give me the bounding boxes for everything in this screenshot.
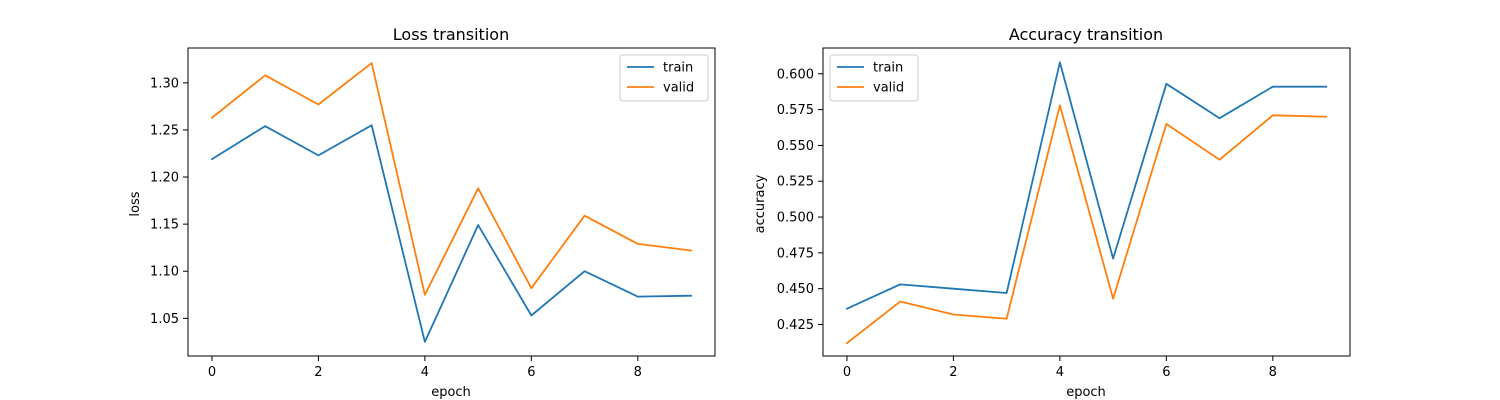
loss-chart-ytick-label: 1.20 [150,171,179,186]
accuracy-chart-ytick-label: 0.500 [777,211,814,226]
loss-chart-ytick-label: 1.10 [150,265,179,280]
accuracy-chart-xtick-label: 8 [1269,365,1277,380]
accuracy-chart-xtick-label: 2 [949,365,957,380]
loss-chart-series-valid [210,62,693,296]
accuracy-chart-xtick-label: 4 [1056,365,1064,380]
loss-chart-xtick-label: 8 [634,365,642,380]
loss-chart-xtick-label: 4 [421,365,429,380]
loss-chart-legend-label-train: train [663,61,693,76]
accuracy-chart-xlabel: epoch [1066,385,1106,400]
accuracy-chart-legend-label-train: train [873,61,903,76]
loss-chart-ytick-label: 1.25 [150,123,179,138]
loss-chart-ylabel: loss [128,191,143,216]
loss-chart-xlabel: epoch [431,385,471,400]
loss-chart-legend: train valid [619,54,709,102]
loss-chart-legend-label-valid: valid [663,81,694,96]
loss-chart-ytick-label: 1.30 [150,76,179,91]
loss-chart-plot-frame [187,47,716,357]
loss-chart-ytick-label: 1.15 [150,218,179,233]
accuracy-chart-series-train [845,61,1327,310]
accuracy-chart-ytick-label: 0.450 [777,282,814,297]
accuracy-chart-ytick-label: 0.525 [777,175,814,190]
accuracy-chart-ytick-label: 0.550 [777,139,814,154]
accuracy-chart-series-valid [845,104,1327,345]
accuracy-chart-ytick-label: 0.600 [777,67,814,82]
accuracy-chart-ytick-label: 0.575 [777,103,814,118]
accuracy-chart-legend: train valid [829,54,919,102]
loss-chart-title: Loss transition [393,25,509,44]
loss-chart: Loss transition epoch loss 0 2 4 6 8 1.05 1.10… [128,25,716,400]
accuracy-chart-plot-frame [822,47,1351,357]
accuracy-chart-xtick-label: 6 [1162,365,1170,380]
loss-chart-xtick-label: 2 [314,365,322,380]
accuracy-chart-ytick-label: 0.475 [777,246,814,261]
loss-chart-ytick-label: 1.05 [150,312,179,327]
accuracy-chart-xtick-label: 0 [843,365,851,380]
accuracy-chart-legend-label-valid: valid [873,81,904,96]
accuracy-chart-ylabel: accuracy [753,174,768,233]
loss-chart-xtick-label: 0 [208,365,216,380]
accuracy-chart-ytick-label: 0.425 [777,318,814,333]
accuracy-chart: Accuracy transition epoch accuracy 0 2 4 6 8… [753,25,1351,400]
loss-chart-series-train [210,124,692,343]
loss-chart-xtick-label: 6 [527,365,535,380]
accuracy-chart-title: Accuracy transition [1009,25,1163,44]
